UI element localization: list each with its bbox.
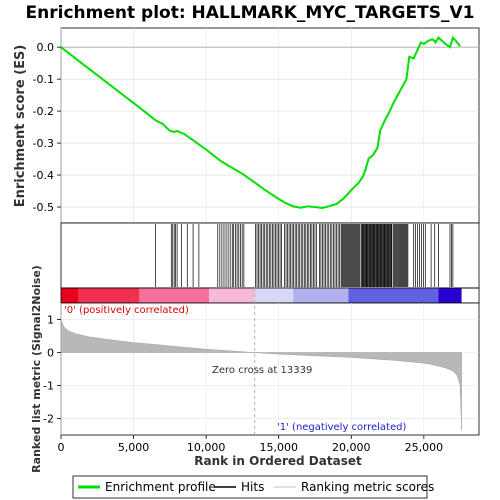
positive-correlation-label: '0' (positively correlated) [64, 305, 189, 316]
es-y-axis-label: Enrichment score (ES) [13, 45, 28, 208]
color-bar-segment [293, 288, 349, 303]
color-bar-segment [139, 288, 210, 303]
rank-y-tick-label: 1 [47, 314, 54, 327]
legend-label: Ranking metric scores [301, 480, 434, 494]
rank-panel-frame [60, 302, 480, 436]
es-y-tick-label: -0.3 [33, 137, 54, 150]
rank-y-axis-ticks: 1 0 -1 -2 [43, 314, 61, 426]
hits-panel-frame [60, 222, 480, 289]
color-bar-segment [438, 288, 462, 303]
negative-correlation-label: '1' (negatively correlated) [277, 422, 406, 433]
rank-y-tick-label: -1 [43, 380, 54, 393]
color-bar-segment [254, 288, 294, 303]
es-y-tick-label: -0.4 [33, 169, 54, 182]
zero-cross-label: Zero cross at 13339 [212, 365, 312, 376]
legend: Enrichment profile Hits Ranking metric sco… [78, 480, 434, 494]
chart-title: Enrichment plot: HALLMARK_MYC_TARGETS_V1 [26, 3, 475, 23]
color-bar-segment [348, 288, 439, 303]
es-y-tick-label: -0.1 [33, 73, 54, 86]
x-tick-label: 5,000 [118, 441, 150, 454]
rank-y-tick-label: -2 [43, 413, 54, 426]
x-tick-label: 10,000 [187, 441, 226, 454]
rank-color-bar [61, 288, 462, 303]
x-tick-label: 20,000 [332, 441, 371, 454]
x-axis-ticks: 0 5,000 10,000 15,000 20,000 25,000 [58, 435, 444, 454]
x-tick-label: 0 [58, 441, 65, 454]
x-tick-label: 15,000 [259, 441, 298, 454]
legend-label: Enrichment profile [105, 480, 216, 494]
rank-y-tick-label: 0 [47, 347, 54, 360]
enrichment-profile-line [60, 35, 461, 210]
es-y-tick-label: 0.0 [37, 41, 55, 54]
es-y-tick-label: -0.5 [33, 201, 54, 214]
x-axis-label: Rank in Ordered Dataset [194, 454, 362, 468]
color-bar-segment [78, 288, 140, 303]
hit-marks [154, 224, 454, 287]
x-tick-label: 25,000 [405, 441, 444, 454]
es-y-axis-ticks: 0.0 -0.1 -0.2 -0.3 -0.4 -0.5 [33, 41, 61, 214]
es-gridlines [60, 28, 479, 223]
ranking-metric-area [60, 319, 462, 431]
rank-y-axis-label: Ranked list metric (Signal2Noise) [30, 265, 43, 473]
es-y-tick-label: -0.2 [33, 105, 54, 118]
color-bar-segment [61, 288, 79, 303]
color-bar-segment [209, 288, 255, 303]
legend-box [72, 475, 428, 499]
legend-label: Hits [241, 480, 264, 494]
